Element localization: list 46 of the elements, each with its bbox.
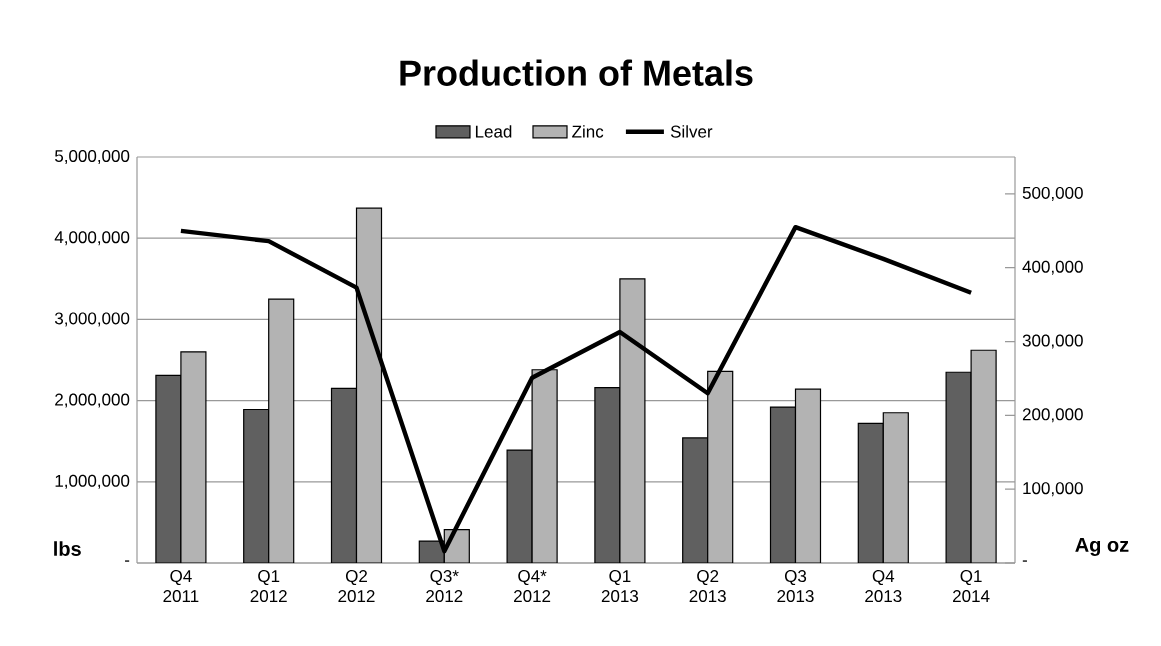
y-tick-label: 5,000,000	[55, 149, 130, 165]
bar	[331, 388, 357, 563]
x-tick-label: Q1 2012	[250, 570, 287, 603]
bar	[883, 412, 909, 563]
x-tick-label: Q4 2013	[865, 570, 902, 603]
bar	[619, 278, 645, 563]
y-axis-title: lbs	[54, 541, 81, 556]
y2-tick-label: 300,000	[1022, 334, 1083, 349]
legend-label: Zinc	[572, 125, 604, 138]
bar	[507, 450, 533, 563]
bar	[594, 387, 620, 563]
bar	[268, 299, 294, 563]
y-tick-label: 1,000,000	[55, 474, 130, 489]
y2-axis-title: Ag oz	[1075, 537, 1129, 556]
legend-label: Lead	[475, 125, 512, 138]
bar	[770, 407, 796, 563]
bar	[243, 409, 269, 563]
y2-tick-label: 200,000	[1022, 408, 1083, 423]
bar	[155, 375, 181, 563]
x-tick-label: Q3 2013	[777, 570, 814, 603]
bar	[356, 208, 382, 563]
x-tick-label: Q3* 2012	[426, 570, 463, 603]
x-tick-label: Q4 2011	[163, 570, 199, 603]
bar	[180, 351, 206, 563]
legend-label: Silver	[670, 125, 713, 138]
bar	[858, 423, 884, 563]
x-tick-label: Q1 2013	[601, 570, 639, 603]
x-tick-label: Q2 2012	[338, 570, 375, 603]
chart-title: Production of Metals	[400, 59, 753, 86]
y2-tick-label: 500,000	[1022, 186, 1083, 201]
y-tick-label: 2,000,000	[55, 393, 130, 408]
y-tick-label: -	[125, 560, 130, 562]
y2-tick-label: -	[1022, 560, 1027, 562]
y-tick-label: 3,000,000	[54, 312, 130, 327]
x-tick-label: Q2 2013	[689, 570, 726, 603]
bar	[707, 371, 733, 563]
y-tick-label: 4,000,000	[54, 231, 130, 246]
bar	[970, 349, 997, 563]
x-tick-label: Q1 2014	[953, 570, 990, 603]
y2-tick-label: 100,000	[1023, 482, 1083, 497]
bar	[795, 389, 821, 563]
y2-tick-label: 400,000	[1022, 260, 1083, 275]
bar	[532, 369, 558, 563]
x-tick-label: Q4* 2012	[514, 570, 551, 603]
bar	[945, 371, 972, 563]
bar	[682, 437, 708, 563]
